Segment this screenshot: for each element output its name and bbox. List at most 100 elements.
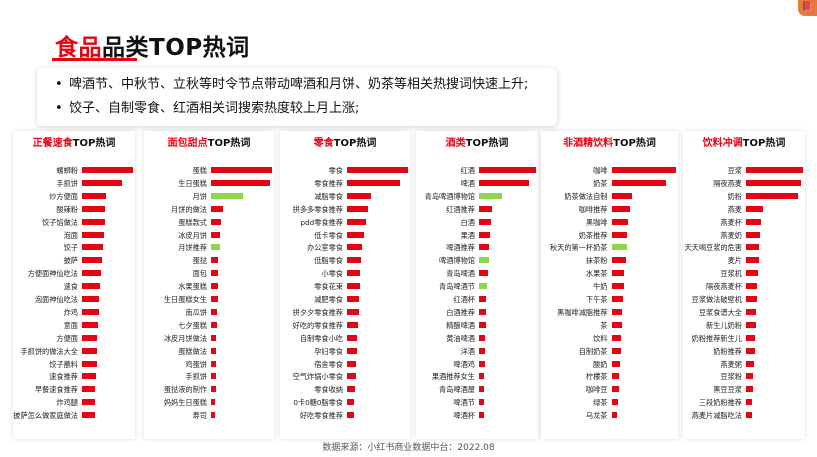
chart-category-label: 水果茶 xyxy=(585,269,608,279)
chart-row: 月饼 xyxy=(144,190,274,203)
chart-category-label: 蛋挞 xyxy=(192,256,207,266)
chart-row: 生日蛋糕 xyxy=(144,177,274,190)
chart-category-label: 妈妈生日蛋糕 xyxy=(163,398,207,408)
chart-bar xyxy=(211,334,217,341)
chart-category-label: 月饼推荐 xyxy=(178,243,207,253)
chart-category-label: 速食 xyxy=(63,282,78,292)
chart-bar xyxy=(479,283,487,290)
chart-bar xyxy=(746,334,756,341)
chart-category-label: 七夕蛋糕 xyxy=(178,320,207,330)
chart-bar xyxy=(82,308,99,315)
chart-bar xyxy=(347,231,365,238)
chart-category-label: 手抓饼 xyxy=(56,178,78,188)
chart-category-label: 燕麦奶 xyxy=(720,230,742,240)
chart-bar xyxy=(211,283,218,290)
chart-row: 燕麦片减脂吃法 xyxy=(683,409,805,422)
chart-bar xyxy=(479,257,489,264)
chart-bar xyxy=(347,308,359,315)
chart-category-label: 披萨 xyxy=(63,256,78,266)
chart-row: 奶茶推荐 xyxy=(541,229,678,242)
chart-bar xyxy=(611,244,627,251)
chart-bar xyxy=(479,231,491,238)
chart-row: pdd零食推荐 xyxy=(280,216,410,229)
chart-row: 饮料 xyxy=(541,332,678,345)
chart-row: 面包 xyxy=(144,267,274,280)
chart-row: 茶 xyxy=(541,319,678,332)
chart-bar xyxy=(347,205,368,212)
chart-bar xyxy=(746,218,762,225)
chart-bar xyxy=(746,399,753,406)
chart-row: 炸鸡 xyxy=(13,306,135,319)
chart-bar xyxy=(611,167,676,173)
chart-row: 速食 xyxy=(13,280,135,293)
chart-bar xyxy=(347,334,358,341)
chart-row: 早餐速食推荐 xyxy=(13,383,135,396)
chart-bar xyxy=(611,257,626,264)
chart-category-label: 手抓饼 xyxy=(185,372,207,382)
chart-title: 面包甜点TOP热词 xyxy=(167,138,251,149)
chart-category-label: 啤酒鸡 xyxy=(453,359,475,369)
chart-category-label: pdd零食推荐 xyxy=(300,217,343,227)
chart-category-label: 秋天的第一杯奶茶 xyxy=(549,243,608,253)
chart-bar xyxy=(746,321,756,328)
chart-bar xyxy=(82,334,98,341)
chart-bar xyxy=(746,296,757,302)
chart-bar xyxy=(82,399,96,406)
chart-row: 青岛啤酒屋 xyxy=(416,383,538,396)
chart-category-label: 红酒 xyxy=(460,166,475,175)
chart-row: 下午茶 xyxy=(541,293,678,306)
chart-row: 白酒 xyxy=(416,216,538,229)
summary-bullet-text: 啤酒节、中秋节、立秋等时令节点带动啤酒和月饼、奶茶等相关热搜词快速上升; xyxy=(69,77,529,92)
chart-row: 宿舍零食 xyxy=(280,358,410,371)
chart-bar xyxy=(479,192,502,199)
chart-category-label: 青岛啤酒博物馆 xyxy=(424,191,475,201)
chart-category-label: 早餐速食推荐 xyxy=(34,385,78,395)
chart-category-label: 自制奶茶 xyxy=(578,346,608,356)
chart-bar xyxy=(611,399,618,406)
chart-bar xyxy=(746,386,753,393)
chart-category-label: 鸡蛋饼 xyxy=(185,359,207,369)
chart-row: 隔夜燕麦杯 xyxy=(683,280,805,293)
chart-bar xyxy=(347,412,354,419)
chart-bar xyxy=(347,257,362,264)
chart-category-label: 面包 xyxy=(192,269,207,279)
chart-row: 螺蛳粉 xyxy=(13,164,135,177)
chart-category-label: 豆浆做法破壁机 xyxy=(691,295,742,304)
chart-category-label: 月饼的做法 xyxy=(171,204,207,214)
chart-row: 果酒 xyxy=(416,229,538,242)
chart-bar xyxy=(347,386,355,393)
chart-bar xyxy=(611,360,620,367)
chart-category-label: 红酒杯 xyxy=(453,295,475,304)
chart-row: 黑咖啡减脂推荐 xyxy=(541,306,678,319)
chart-bar xyxy=(211,399,216,406)
chart-bar xyxy=(211,244,220,251)
chart-bar xyxy=(746,179,801,186)
chart-bar xyxy=(82,257,102,264)
chart-category-label: 冰皮月饼 xyxy=(178,230,207,240)
chart-category-label: 生日蛋糕 xyxy=(178,178,207,188)
chart-row: 青岛啤酒 xyxy=(416,267,538,280)
chart-row: 红酒杯 xyxy=(416,293,538,306)
chart-row: 方便面神仙吃法 xyxy=(13,267,135,280)
chart-row: 寿司 xyxy=(144,409,274,422)
chart-title: 非酒精饮料TOP热词 xyxy=(563,138,656,149)
chart-bar xyxy=(347,321,358,328)
chart-row: 豆浆 xyxy=(683,164,805,177)
chart-category-label: 减肥零食 xyxy=(314,295,343,304)
chart-row: 青岛啤酒节 xyxy=(416,280,538,293)
chart-bar xyxy=(211,192,243,199)
chart-bar xyxy=(611,270,625,277)
chart-category-label: 生日蛋糕女生 xyxy=(163,295,207,304)
chart-row: 燕麦奶 xyxy=(683,229,805,242)
chart-category-label: 牛奶 xyxy=(593,282,608,292)
chart-category-label: 咖啡 xyxy=(593,166,608,175)
chart-bar xyxy=(82,192,107,199)
chart-bar xyxy=(746,308,757,315)
chart-row: 黑咖啡 xyxy=(541,216,678,229)
chart-bar xyxy=(211,321,218,328)
chart-category-label: 奶粉 xyxy=(727,191,742,201)
chart-row: 红酒推荐 xyxy=(416,203,538,216)
chart-title: 饮料冲调TOP热词 xyxy=(702,138,786,149)
summary-bullet-2: • 饺子、自制零食、红酒相关词搜索热度较上月上涨; xyxy=(55,97,557,121)
chart-bar xyxy=(611,386,619,393)
